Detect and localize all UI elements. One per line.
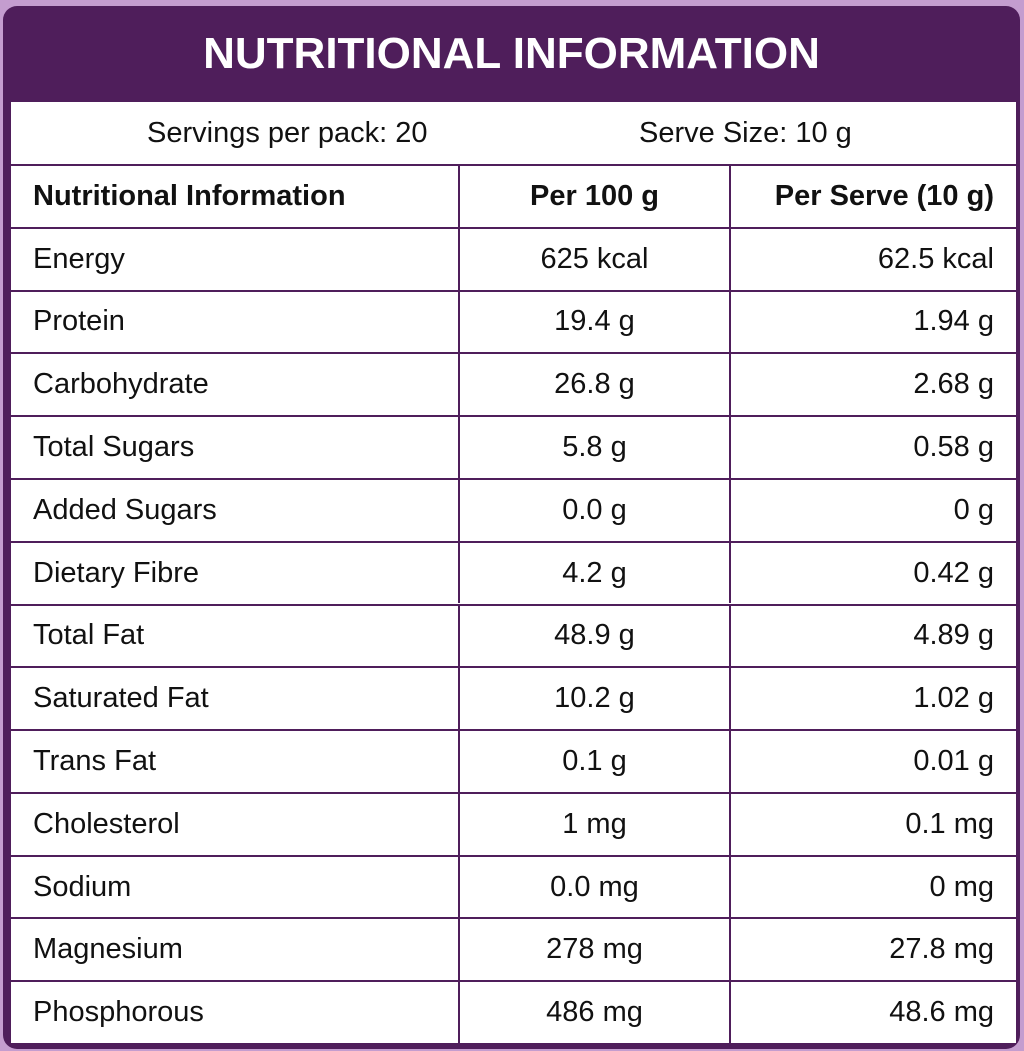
table-cell: 4.89 g — [729, 605, 1016, 667]
table-cell: 0.01 g — [729, 731, 1016, 792]
table-cell: Saturated Fat — [33, 682, 209, 715]
table-row: Dietary Fibre 4.2 g 0.42 g — [11, 540, 1016, 604]
table-cell: Total Fat — [33, 619, 145, 652]
table-cell: 19.4 g — [458, 291, 729, 353]
table-cell: 4.2 g — [458, 542, 729, 604]
table-cell: 0.58 g — [729, 417, 1016, 478]
table-cell: 48.6 mg — [729, 982, 1016, 1043]
table-cell: Total Sugars — [33, 431, 195, 464]
table-area: Servings per pack: 20 Serve Size: 10 g N… — [11, 102, 1016, 1043]
servings: Servings per pack: 20 — [147, 117, 428, 149]
table-cell: 48.9 g — [458, 605, 729, 667]
table-cell: 625 kcal — [458, 228, 729, 290]
header-cell: Nutritional Information — [33, 179, 346, 212]
table-cell: 1.02 g — [729, 668, 1016, 730]
table-cell: 0.42 g — [729, 542, 1016, 604]
label-frame: NUTRITIONAL INFORMATION Servings per pac… — [3, 6, 1020, 1049]
table-cell: 0 mg — [729, 856, 1016, 918]
table-row: Energy 625 kcal 62.5 kcal — [11, 226, 1016, 290]
table-cell: Trans Fat — [33, 744, 157, 777]
table-cell: Added Sugars — [33, 493, 217, 526]
header-cell: Per 100 g — [458, 166, 729, 227]
table-cell: 486 mg — [458, 982, 729, 1043]
table-cell: 0 g — [729, 479, 1016, 541]
table-cell: 0.0 g — [458, 479, 729, 541]
table-row: Protein 19.4 g 1.94 g — [11, 289, 1016, 353]
table-cell: 27.8 mg — [729, 919, 1016, 981]
table-cell: 0.1 mg — [729, 793, 1016, 855]
table-cell: Energy — [33, 242, 125, 275]
table-cell: 2.68 g — [729, 354, 1016, 416]
table-row: Magnesium 278 mg 27.8 mg — [11, 917, 1016, 981]
table-cell: 0.1 g — [458, 731, 729, 792]
table-cell: 5.8 g — [458, 417, 729, 478]
table-cell: Sodium — [33, 870, 132, 903]
table-cell: 26.8 g — [458, 354, 729, 416]
table-row: Total Sugars 5.8 g 0.58 g — [11, 415, 1016, 478]
header-cell: Per Serve (10 g) — [729, 166, 1016, 227]
table-cell: 278 mg — [458, 919, 729, 981]
table-row: Carbohydrate 26.8 g 2.68 g — [11, 352, 1016, 416]
table-cell: Magnesium — [33, 933, 183, 966]
table-cell: 62.5 kcal — [729, 228, 1016, 290]
title: NUTRITIONAL INFORMATION — [203, 29, 820, 78]
table-cell: Protein — [33, 305, 125, 338]
table-cell: 1 mg — [458, 793, 729, 855]
table-cell: 0.0 mg — [458, 856, 729, 918]
table-row: Cholesterol 1 mg 0.1 mg — [11, 791, 1016, 855]
table-cell: Dietary Fibre — [33, 556, 199, 589]
table-row: Total Fat 48.9 g 4.89 g — [11, 603, 1016, 667]
table-cell: Carbohydrate — [33, 368, 209, 401]
serve-size: Serve Size: 10 g — [639, 117, 852, 149]
table-row: Trans Fat 0.1 g 0.01 g — [11, 729, 1016, 792]
table-row: Saturated Fat 10.2 g 1.02 g — [11, 666, 1016, 730]
table-cell: 1.94 g — [729, 291, 1016, 353]
table-cell: 10.2 g — [458, 668, 729, 730]
table-row: Phosphorous 486 mg 48.6 mg — [11, 980, 1016, 1043]
header-row: Nutritional Information Per 100 g Per Serv… — [11, 164, 1016, 227]
table-cell: Phosphorous — [33, 996, 204, 1029]
table-row: Sodium 0.0 mg 0 mg — [11, 854, 1016, 918]
table-cell: Cholesterol — [33, 807, 180, 840]
